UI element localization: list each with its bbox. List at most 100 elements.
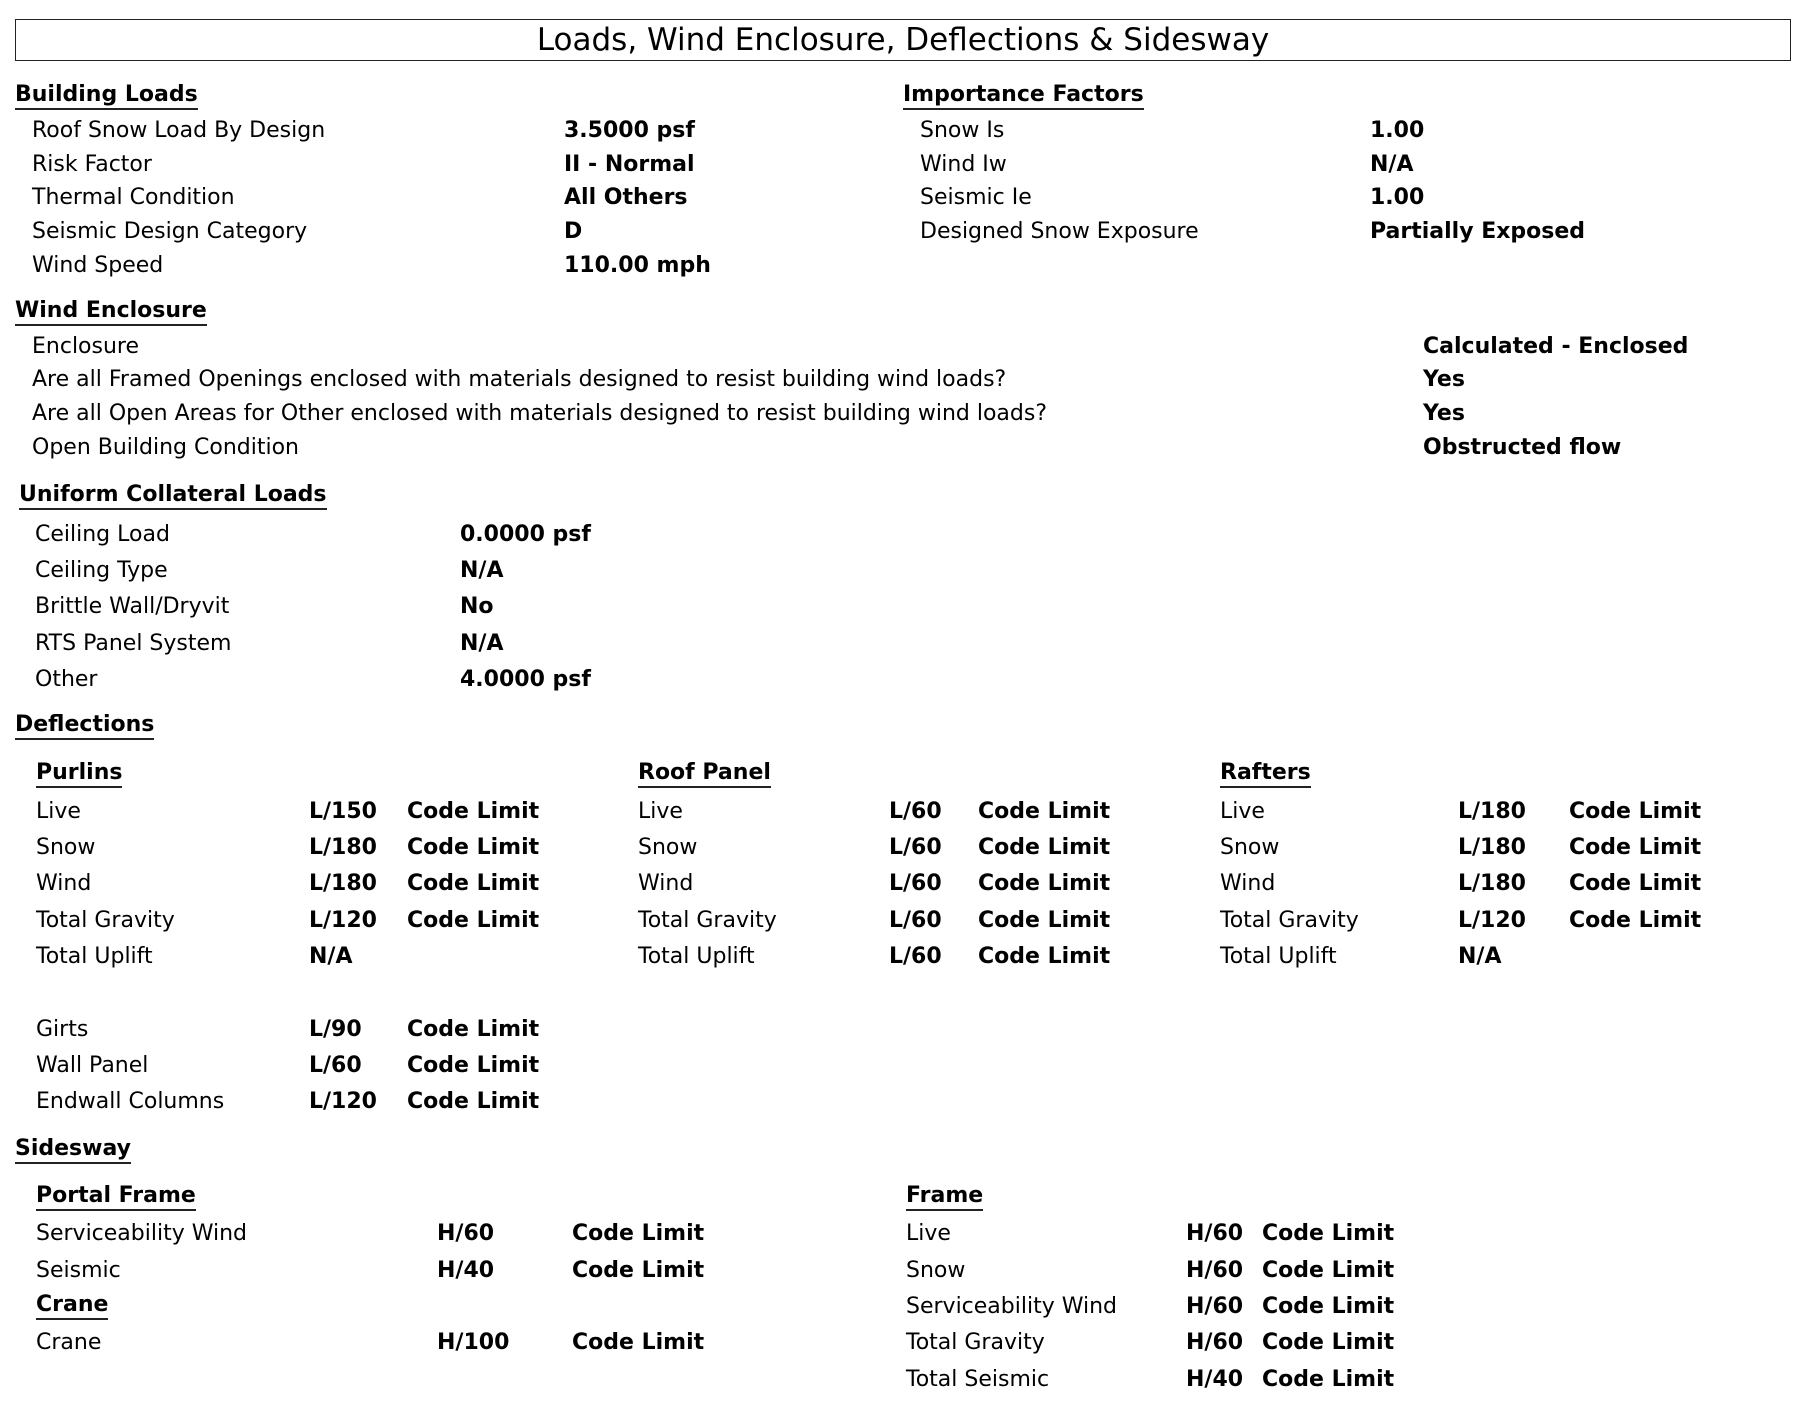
deflection-purlins-label: Total Gravity — [36, 908, 175, 933]
collateral-load-label: RTS Panel System — [35, 631, 232, 656]
sidesway-frame-label: Live — [906, 1221, 951, 1246]
importance-factor-value: N/A — [1370, 152, 1414, 177]
collateral-load-value: N/A — [460, 631, 504, 656]
sidesway-frame-value: H/40 — [1186, 1367, 1244, 1392]
deflection-rafters-label: Total Uplift — [1220, 944, 1337, 969]
building-load-value: 110.00 mph — [564, 253, 711, 278]
deflection-wall-label: Endwall Columns — [36, 1089, 225, 1114]
deflection-roof-panel-label: Total Uplift — [638, 944, 755, 969]
sidesway-frame-value: H/60 — [1186, 1221, 1244, 1246]
importance-factor-label: Snow Is — [920, 118, 1005, 143]
deflection-rafters-limit: Code Limit — [1569, 799, 1702, 824]
wind-enclosure-label: Enclosure — [32, 334, 140, 359]
collateral-load-label: Other — [35, 667, 98, 692]
collateral-load-label: Ceiling Type — [35, 558, 168, 583]
page-title: Loads, Wind Enclosure, Deflections & Sid… — [15, 19, 1791, 61]
deflection-rafters-label: Live — [1220, 799, 1265, 824]
deflection-purlins-value: L/180 — [309, 835, 377, 860]
sidesway-frame-label: Serviceability Wind — [906, 1294, 1118, 1319]
collateral-load-value: 0.0000 psf — [460, 522, 591, 547]
sidesway-frame-value: H/60 — [1186, 1294, 1244, 1319]
deflection-rafters-label: Total Gravity — [1220, 908, 1359, 933]
deflection-roof-panel-label: Snow — [638, 835, 698, 860]
deflection-rafters-value: N/A — [1458, 944, 1502, 969]
deflection-purlins-limit: Code Limit — [407, 908, 540, 933]
deflection-roof-panel-limit: Code Limit — [978, 835, 1111, 860]
sidesway-frame-label: Snow — [906, 1258, 966, 1283]
building-load-value: All Others — [564, 185, 688, 210]
deflection-roof-panel-limit: Code Limit — [978, 944, 1111, 969]
deflection-rafters-value: L/180 — [1458, 799, 1526, 824]
sidesway-portal-frame-label: Seismic — [36, 1258, 121, 1283]
importance-factor-value: 1.00 — [1370, 118, 1425, 143]
deflection-roof-panel-value: L/60 — [889, 944, 942, 969]
sidesway-frame-limit: Code Limit — [1262, 1221, 1395, 1246]
deflection-rafters-value: L/120 — [1458, 908, 1526, 933]
building-load-value: 3.5000 psf — [564, 118, 695, 143]
sidesway-crane-value: H/100 — [437, 1330, 510, 1355]
deflection-purlins-value: L/150 — [309, 799, 377, 824]
sidesway-portal-frame-value: H/60 — [437, 1221, 495, 1246]
deflection-roof-panel-limit: Code Limit — [978, 871, 1111, 896]
deflection-purlins-value: L/180 — [309, 871, 377, 896]
deflection-rafters-value: L/180 — [1458, 835, 1526, 860]
sidesway-frame-value: H/60 — [1186, 1330, 1244, 1355]
section-heading-wind-enclosure: Wind Enclosure — [15, 298, 207, 326]
collateral-load-value: N/A — [460, 558, 504, 583]
subheading-portal-frame: Portal Frame — [36, 1183, 196, 1211]
sidesway-frame-limit: Code Limit — [1262, 1367, 1395, 1392]
deflection-wall-value: L/120 — [309, 1089, 377, 1114]
deflection-rafters-label: Snow — [1220, 835, 1280, 860]
deflection-purlins-label: Snow — [36, 835, 96, 860]
deflection-purlins-value: N/A — [309, 944, 353, 969]
subheading-purlins: Purlins — [36, 760, 123, 788]
building-load-label: Thermal Condition — [32, 185, 235, 210]
section-heading-importance-factors: Importance Factors — [903, 82, 1144, 110]
sidesway-frame-limit: Code Limit — [1262, 1330, 1395, 1355]
sidesway-frame-value: H/60 — [1186, 1258, 1244, 1283]
deflection-roof-panel-value: L/60 — [889, 871, 942, 896]
deflection-wall-limit: Code Limit — [407, 1017, 540, 1042]
importance-factor-label: Designed Snow Exposure — [920, 219, 1199, 244]
deflection-roof-panel-value: L/60 — [889, 908, 942, 933]
wind-enclosure-value: Yes — [1423, 401, 1465, 426]
deflection-rafters-limit: Code Limit — [1569, 908, 1702, 933]
deflection-purlins-label: Wind — [36, 871, 92, 896]
wind-enclosure-value: Obstructed flow — [1423, 435, 1622, 460]
building-load-label: Roof Snow Load By Design — [32, 118, 326, 143]
collateral-load-label: Brittle Wall/Dryvit — [35, 594, 230, 619]
deflection-rafters-limit: Code Limit — [1569, 835, 1702, 860]
building-load-label: Wind Speed — [32, 253, 164, 278]
importance-factor-value: Partially Exposed — [1370, 219, 1586, 244]
section-heading-deflections: Deflections — [15, 712, 155, 740]
sidesway-portal-frame-label: Serviceability Wind — [36, 1221, 248, 1246]
deflection-rafters-label: Wind — [1220, 871, 1276, 896]
deflection-rafters-value: L/180 — [1458, 871, 1526, 896]
deflection-roof-panel-value: L/60 — [889, 835, 942, 860]
deflection-roof-panel-limit: Code Limit — [978, 908, 1111, 933]
deflection-roof-panel-label: Wind — [638, 871, 694, 896]
deflection-roof-panel-label: Live — [638, 799, 683, 824]
deflection-wall-value: L/60 — [309, 1053, 362, 1078]
collateral-load-label: Ceiling Load — [35, 522, 170, 547]
sidesway-frame-label: Total Gravity — [906, 1330, 1045, 1355]
subheading-frame: Frame — [906, 1183, 984, 1211]
section-heading-collateral-loads: Uniform Collateral Loads — [19, 482, 327, 510]
deflection-purlins-value: L/120 — [309, 908, 377, 933]
sidesway-frame-limit: Code Limit — [1262, 1294, 1395, 1319]
building-load-value: II - Normal — [564, 152, 695, 177]
wind-enclosure-label: Are all Open Areas for Other enclosed wi… — [32, 401, 1048, 426]
deflection-wall-label: Wall Panel — [36, 1053, 149, 1078]
wind-enclosure-label: Are all Framed Openings enclosed with ma… — [32, 367, 1007, 392]
deflection-rafters-limit: Code Limit — [1569, 871, 1702, 896]
deflection-roof-panel-limit: Code Limit — [978, 799, 1111, 824]
sidesway-crane-label: Crane — [36, 1330, 102, 1355]
deflection-purlins-limit: Code Limit — [407, 835, 540, 860]
sidesway-portal-frame-value: H/40 — [437, 1258, 495, 1283]
sidesway-crane-limit: Code Limit — [572, 1330, 705, 1355]
subheading-crane: Crane — [36, 1292, 109, 1320]
sidesway-portal-frame-limit: Code Limit — [572, 1258, 705, 1283]
deflection-wall-value: L/90 — [309, 1017, 362, 1042]
collateral-load-value: 4.0000 psf — [460, 667, 591, 692]
sidesway-frame-limit: Code Limit — [1262, 1258, 1395, 1283]
